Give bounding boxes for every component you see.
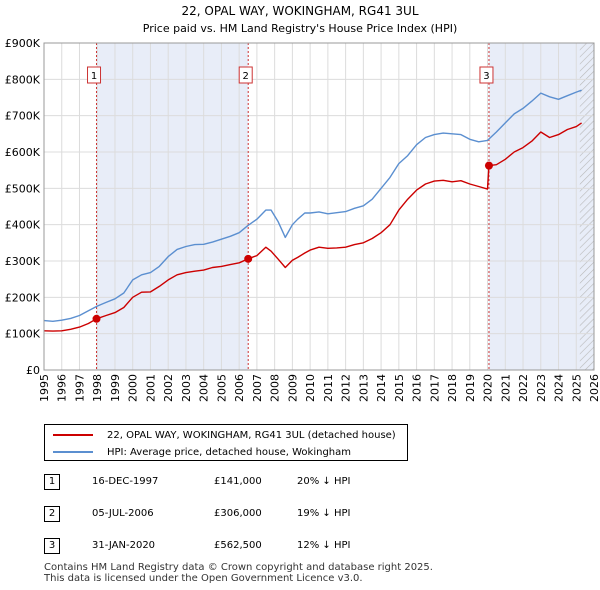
x-tick-label: 2022 — [517, 374, 530, 402]
y-tick-label: £600K — [5, 146, 41, 159]
sale-marker-badge: 2 — [44, 506, 60, 522]
x-tick-label: 2018 — [446, 374, 459, 402]
sale-marker-badge: 3 — [44, 538, 60, 554]
y-tick-label: £500K — [5, 182, 41, 195]
x-tick-label: 2009 — [286, 374, 299, 402]
sale-date: 31-JAN-2020 — [92, 540, 156, 551]
price-chart: 22, OPAL WAY, WOKINGHAM, RG41 3UL Price p… — [5, 4, 600, 402]
x-tick-label: 2012 — [340, 374, 353, 402]
x-tick-label: 2024 — [553, 374, 566, 402]
x-tick-label: 2007 — [251, 374, 264, 402]
x-tick-label: 2004 — [198, 374, 211, 402]
x-tick-label: 2017 — [428, 374, 441, 402]
x-tick-label: 1995 — [38, 374, 51, 402]
sale-price: £141,000 — [214, 476, 262, 487]
y-tick-label: £300K — [5, 255, 41, 268]
licence-line: This data is licensed under the Open Gov… — [44, 573, 363, 584]
x-tick-label: 1997 — [73, 374, 86, 402]
y-tick-label: £100K — [5, 328, 41, 341]
x-tick-label: 2006 — [233, 374, 246, 402]
sale-marker-badge: 1 — [44, 474, 60, 490]
y-tick-label: £400K — [5, 219, 41, 232]
sale-label-text: 2 — [243, 71, 249, 82]
legend-label-hpi: HPI: Average price, detached house, Woki… — [107, 446, 351, 458]
x-tick-label: 2021 — [499, 374, 512, 402]
x-tick-label: 2003 — [180, 374, 193, 402]
sale-hpi-diff: 12% ↓ HPI — [297, 540, 351, 551]
x-tick-label: 2005 — [215, 374, 228, 402]
sale-label-text: 3 — [483, 71, 489, 82]
x-tick-label: 2016 — [411, 374, 424, 402]
sale-point — [244, 254, 253, 263]
legend-item-hpi: HPI: Average price, detached house, Woki… — [53, 444, 351, 460]
ownership-period-shade — [96, 43, 249, 370]
y-tick-label: £200K — [5, 291, 41, 304]
x-tick-label: 2008 — [269, 374, 282, 402]
legend-label-property: 22, OPAL WAY, WOKINGHAM, RG41 3UL (detac… — [107, 429, 396, 441]
chart-subtitle: Price paid vs. HM Land Registry's House … — [143, 22, 458, 35]
x-tick-label: 2011 — [322, 374, 335, 402]
sale-point — [92, 314, 101, 323]
sale-hpi-diff: 19% ↓ HPI — [297, 508, 351, 519]
sale-price: £306,000 — [214, 508, 262, 519]
sale-label-box — [238, 66, 253, 84]
y-tick-label: £700K — [5, 110, 41, 123]
sale-point — [484, 161, 493, 170]
sale-hpi-diff: 20% ↓ HPI — [297, 476, 351, 487]
x-tick-label: 1998 — [91, 374, 104, 402]
hpi-line-swatch — [53, 451, 93, 453]
sale-price: £562,500 — [214, 540, 262, 551]
hpi-series-line — [44, 89, 582, 322]
sale-label-text: 1 — [91, 71, 97, 82]
attribution-footer: Contains HM Land Registry data © Crown c… — [44, 562, 433, 584]
x-tick-label: 2014 — [375, 374, 388, 402]
x-tick-label: 2019 — [464, 374, 477, 402]
table-row: 1 16-DEC-1997 £141,000 20% ↓ HPI — [44, 474, 384, 492]
x-tick-label: 2015 — [393, 374, 406, 402]
x-tick-label: 2026 — [588, 374, 600, 402]
x-tick-label: 2001 — [144, 374, 157, 402]
chart-title: 22, OPAL WAY, WOKINGHAM, RG41 3UL — [182, 4, 419, 18]
sale-label-box — [479, 66, 494, 84]
y-tick-label: £900K — [5, 37, 41, 50]
projection-hatch — [579, 43, 594, 370]
x-tick-label: 2000 — [127, 374, 140, 402]
copyright-line: Contains HM Land Registry data © Crown c… — [44, 562, 433, 573]
table-row: 2 05-JUL-2006 £306,000 19% ↓ HPI — [44, 506, 384, 524]
plot-frame — [43, 42, 595, 371]
legend-item-property: 22, OPAL WAY, WOKINGHAM, RG41 3UL (detac… — [53, 427, 396, 443]
sale-date: 16-DEC-1997 — [92, 476, 159, 487]
y-tick-label: £800K — [5, 73, 41, 86]
x-tick-label: 2013 — [357, 374, 370, 402]
x-tick-label: 2025 — [570, 374, 583, 402]
y-tick-label: £0 — [26, 364, 40, 377]
table-row: 3 31-JAN-2020 £562,500 12% ↓ HPI — [44, 538, 384, 556]
legend: 22, OPAL WAY, WOKINGHAM, RG41 3UL (detac… — [44, 424, 408, 461]
x-tick-label: 1999 — [109, 374, 122, 402]
x-tick-label: 2002 — [162, 374, 175, 402]
x-tick-label: 2010 — [304, 374, 317, 402]
property-line-swatch — [53, 434, 93, 436]
sale-date: 05-JUL-2006 — [92, 508, 154, 519]
x-tick-label: 2020 — [482, 374, 495, 402]
x-tick-label: 2023 — [535, 374, 548, 402]
x-tick-label: 1996 — [56, 374, 69, 402]
sale-label-box — [87, 66, 102, 84]
